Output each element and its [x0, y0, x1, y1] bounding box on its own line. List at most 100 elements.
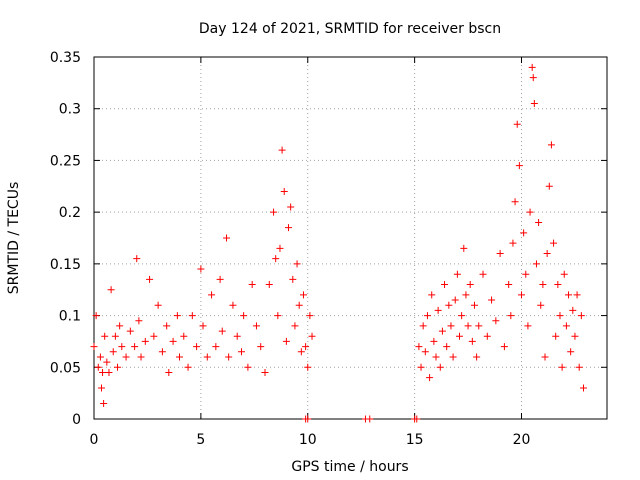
data-point-marker — [96, 353, 104, 361]
data-point-marker — [505, 281, 513, 289]
data-point-marker — [366, 415, 374, 423]
data-point-marker — [289, 275, 297, 283]
data-point-marker — [577, 312, 585, 320]
plot-frame — [93, 56, 608, 420]
data-point-marker — [101, 332, 109, 340]
data-point-marker — [571, 332, 579, 340]
y-tick-label: 0.15 — [50, 257, 81, 273]
data-point-marker — [302, 343, 310, 351]
data-point-marker — [509, 239, 517, 247]
data-point-marker — [282, 337, 290, 345]
data-point-marker — [552, 332, 560, 340]
data-point-marker — [473, 353, 481, 361]
data-point-marker — [479, 270, 487, 278]
data-point-marker — [488, 296, 496, 304]
data-point-marker — [306, 312, 314, 320]
data-point-marker — [92, 312, 100, 320]
data-point-marker — [131, 343, 139, 351]
y-tick-label: 0.2 — [59, 205, 81, 221]
data-point-marker — [432, 353, 440, 361]
y-tick-label: 0.1 — [59, 309, 81, 325]
data-point-marker — [415, 343, 423, 351]
data-point-marker — [304, 363, 312, 371]
data-point-marker — [458, 312, 466, 320]
data-point-marker — [543, 250, 551, 258]
data-point-marker — [562, 322, 570, 330]
data-point-marker — [109, 348, 117, 356]
chart-title: Day 124 of 2021, SRMTID for receiver bsc… — [199, 21, 501, 37]
data-point-marker — [272, 255, 280, 263]
data-point-marker — [304, 415, 312, 423]
data-point-marker — [451, 296, 459, 304]
data-point-marker — [114, 363, 122, 371]
data-point-marker — [287, 203, 295, 211]
data-point-marker — [539, 281, 547, 289]
y-tick-label: 0 — [72, 412, 81, 428]
data-point-marker — [569, 306, 577, 314]
data-point-marker — [423, 312, 431, 320]
data-point-marker — [492, 317, 500, 325]
data-point-marker — [567, 348, 575, 356]
data-point-marker — [173, 312, 181, 320]
data-point-marker — [252, 322, 260, 330]
data-point-marker — [199, 322, 207, 330]
data-point-marker — [496, 250, 504, 258]
data-point-marker — [248, 281, 256, 289]
data-point-marker — [475, 322, 483, 330]
data-point-marker — [165, 368, 173, 376]
data-point-marker — [188, 312, 196, 320]
data-point-marker — [208, 291, 216, 299]
data-point-marker — [111, 332, 119, 340]
data-point-marker — [293, 260, 301, 268]
data-point-marker — [507, 312, 515, 320]
data-point-marker — [150, 332, 158, 340]
data-point-marker — [97, 384, 105, 392]
data-point-marker — [197, 265, 205, 273]
data-point-marker — [464, 322, 472, 330]
data-point-marker — [184, 363, 192, 371]
data-point-marker — [436, 363, 444, 371]
data-point-marker — [193, 343, 201, 351]
data-points — [90, 63, 587, 423]
data-point-marker — [122, 353, 130, 361]
data-point-marker — [203, 353, 211, 361]
x-tick-label: 20 — [513, 432, 531, 448]
data-point-marker — [419, 322, 427, 330]
data-point-marker — [176, 353, 183, 361]
data-point-marker — [103, 358, 111, 366]
data-point-marker — [535, 218, 543, 226]
data-point-marker — [274, 312, 282, 320]
data-point-marker — [163, 322, 171, 330]
data-point-marker — [453, 270, 461, 278]
x-axis-label: GPS time / hours — [291, 459, 408, 475]
y-axis: 0 0.05 0.1 0.15 0.2 0.25 0.3 0.35 — [50, 50, 607, 428]
data-point-marker — [158, 348, 166, 356]
data-point-marker — [133, 255, 141, 263]
data-point-marker — [558, 363, 566, 371]
data-point-marker — [575, 363, 583, 371]
data-point-marker — [513, 120, 521, 128]
data-point-marker — [518, 291, 525, 299]
grid-lines — [94, 57, 607, 419]
data-point-marker — [421, 348, 429, 356]
data-point-marker — [447, 322, 455, 330]
data-point-marker — [100, 399, 108, 407]
data-point-marker — [291, 322, 299, 330]
data-point-marker — [261, 368, 269, 376]
data-point-marker — [240, 312, 248, 320]
data-point-marker — [441, 281, 449, 289]
data-point-marker — [550, 239, 558, 247]
data-point-marker — [257, 343, 265, 351]
data-point-marker — [530, 100, 538, 108]
data-point-marker — [137, 353, 145, 361]
data-point-marker — [520, 229, 528, 237]
data-point-marker — [126, 327, 134, 335]
data-point-marker — [579, 384, 587, 392]
data-point-marker — [438, 327, 446, 335]
x-tick-label: 10 — [299, 432, 317, 448]
data-point-marker — [270, 208, 278, 216]
data-point-marker — [105, 368, 113, 376]
data-point-marker — [280, 187, 288, 195]
data-point-marker — [532, 260, 540, 268]
